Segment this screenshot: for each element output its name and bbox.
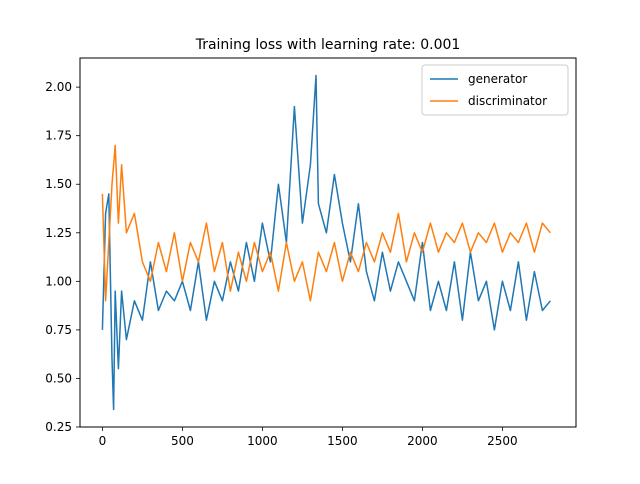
plot-frame xyxy=(79,57,577,428)
x-tick-label: 500 xyxy=(171,434,194,448)
y-tick-label: 0.50 xyxy=(45,371,72,385)
legend-label-discriminator: discriminator xyxy=(468,94,547,108)
x-tick-label: 1500 xyxy=(327,434,358,448)
y-tick-label: 0.75 xyxy=(45,323,72,337)
legend-label-generator: generator xyxy=(468,72,527,86)
x-tick-label: 2500 xyxy=(487,434,518,448)
y-tick-label: 1.00 xyxy=(45,274,72,288)
y-tick-label: 2.00 xyxy=(45,80,72,94)
series-line-generator xyxy=(101,74,551,411)
y-tick-label: 1.75 xyxy=(45,129,72,143)
legend-box xyxy=(421,64,569,116)
series-layer xyxy=(101,74,551,411)
x-tick-label: 1000 xyxy=(247,434,278,448)
series-line-discriminator xyxy=(101,144,551,302)
chart-title: Training loss with learning rate: 0.001 xyxy=(195,37,461,53)
y-tick-label: 1.50 xyxy=(45,177,72,191)
plot-area xyxy=(80,58,576,427)
y-tick-label: 1.25 xyxy=(45,226,72,240)
x-tick-label: 2000 xyxy=(407,434,438,448)
x-axis: 0 500 1000 1500 2000 2500 xyxy=(99,427,518,448)
legend: generator discriminator xyxy=(421,64,569,116)
x-tick-label: 0 xyxy=(99,434,107,448)
y-axis: 0.25 0.50 0.75 1.00 1.25 1.50 1.75 2.00 xyxy=(45,80,80,434)
y-tick-label: 0.25 xyxy=(45,420,72,434)
